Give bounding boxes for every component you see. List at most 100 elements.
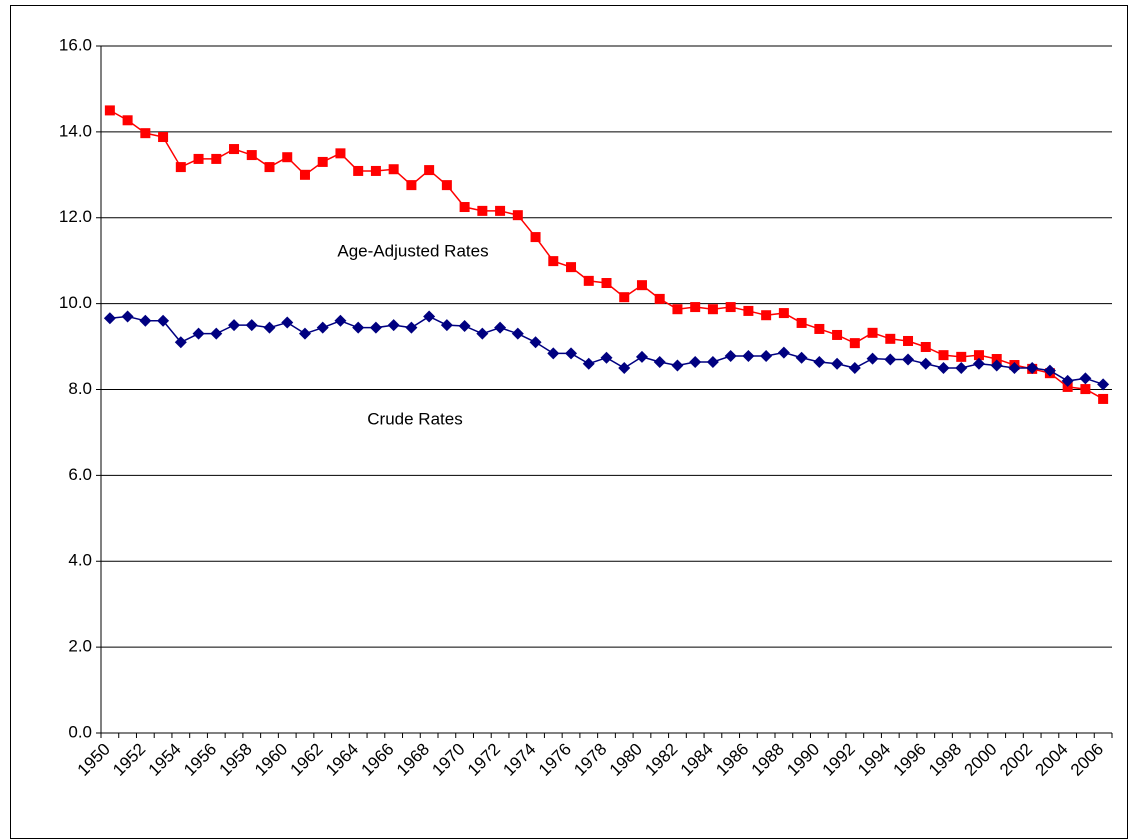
y-tick-label: 16.0 — [59, 35, 92, 54]
marker — [441, 180, 452, 191]
marker — [582, 357, 595, 370]
marker — [353, 165, 364, 176]
marker — [778, 308, 789, 319]
marker — [672, 304, 683, 315]
marker — [547, 347, 560, 360]
marker — [388, 164, 399, 175]
marker — [387, 319, 400, 332]
marker — [885, 333, 896, 344]
marker — [299, 169, 310, 180]
marker — [476, 327, 489, 340]
marker — [707, 304, 718, 315]
marker — [956, 351, 967, 362]
marker — [121, 310, 134, 323]
series-annotation: Crude Rates — [367, 409, 462, 428]
marker — [760, 350, 773, 363]
marker — [902, 353, 915, 366]
marker — [122, 115, 133, 126]
marker — [139, 314, 152, 327]
marker — [600, 351, 613, 364]
marker — [1043, 364, 1056, 377]
marker — [548, 256, 559, 267]
series-annotation: Age-Adjusted Rates — [337, 241, 488, 260]
marker — [831, 357, 844, 370]
marker — [635, 350, 648, 363]
marker — [866, 352, 879, 365]
marker — [1061, 374, 1074, 387]
marker — [246, 150, 257, 161]
marker — [264, 162, 275, 173]
marker — [211, 153, 222, 164]
marker — [654, 293, 665, 304]
marker — [991, 354, 1002, 365]
marker — [335, 148, 346, 159]
marker — [848, 362, 861, 375]
marker — [1026, 362, 1039, 375]
y-tick-label: 6.0 — [68, 465, 92, 484]
marker — [690, 302, 701, 313]
marker — [530, 232, 541, 243]
marker — [814, 323, 825, 334]
marker — [795, 351, 808, 364]
marker — [175, 162, 186, 173]
y-tick-label: 2.0 — [68, 637, 92, 656]
marker — [761, 310, 772, 321]
marker — [228, 319, 241, 332]
marker — [210, 327, 223, 340]
marker — [832, 329, 843, 340]
marker — [512, 210, 523, 221]
marker — [973, 350, 984, 361]
marker — [281, 316, 294, 329]
marker — [849, 338, 860, 349]
marker — [370, 165, 381, 176]
chart-border — [10, 5, 1128, 839]
marker — [229, 144, 240, 155]
marker — [919, 357, 932, 370]
marker — [263, 321, 276, 334]
marker — [1079, 372, 1092, 385]
marker — [796, 317, 807, 328]
marker — [725, 302, 736, 313]
marker — [742, 350, 755, 363]
marker — [990, 359, 1003, 372]
y-tick-label: 8.0 — [68, 379, 92, 398]
marker — [423, 310, 436, 323]
marker — [424, 165, 435, 176]
marker — [245, 319, 258, 332]
marker — [583, 275, 594, 286]
y-tick-label: 4.0 — [68, 551, 92, 570]
marker — [636, 280, 647, 291]
marker — [1008, 362, 1021, 375]
marker — [955, 362, 968, 375]
y-tick-label: 14.0 — [59, 121, 92, 140]
marker — [158, 132, 169, 143]
marker — [601, 278, 612, 289]
marker — [867, 327, 878, 338]
marker — [743, 305, 754, 316]
marker — [706, 356, 719, 369]
marker — [477, 205, 488, 216]
marker — [653, 356, 666, 369]
marker — [938, 350, 949, 361]
marker — [140, 128, 151, 139]
marker — [671, 359, 684, 372]
marker — [566, 262, 577, 273]
marker — [316, 321, 329, 334]
marker — [724, 350, 737, 363]
marker — [458, 319, 471, 332]
marker — [317, 156, 328, 167]
marker — [529, 336, 542, 349]
marker — [405, 321, 418, 334]
marker — [192, 327, 205, 340]
marker — [104, 105, 115, 116]
marker — [777, 346, 790, 359]
marker — [440, 319, 453, 332]
marker — [920, 341, 931, 352]
marker — [565, 347, 578, 360]
marker — [103, 312, 116, 325]
y-tick-label: 10.0 — [59, 293, 92, 312]
marker — [903, 335, 914, 346]
marker — [884, 353, 897, 366]
marker — [618, 362, 631, 375]
